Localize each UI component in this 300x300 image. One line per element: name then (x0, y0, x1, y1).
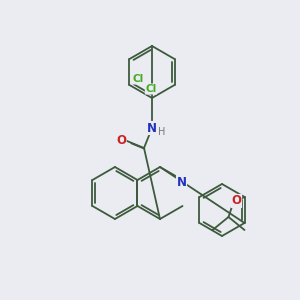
Text: N: N (176, 176, 187, 188)
Text: N: N (147, 122, 157, 134)
Text: Cl: Cl (133, 74, 144, 84)
Text: H: H (158, 127, 166, 137)
Text: O: O (232, 194, 242, 208)
Text: Cl: Cl (146, 84, 157, 94)
Text: O: O (116, 134, 126, 146)
